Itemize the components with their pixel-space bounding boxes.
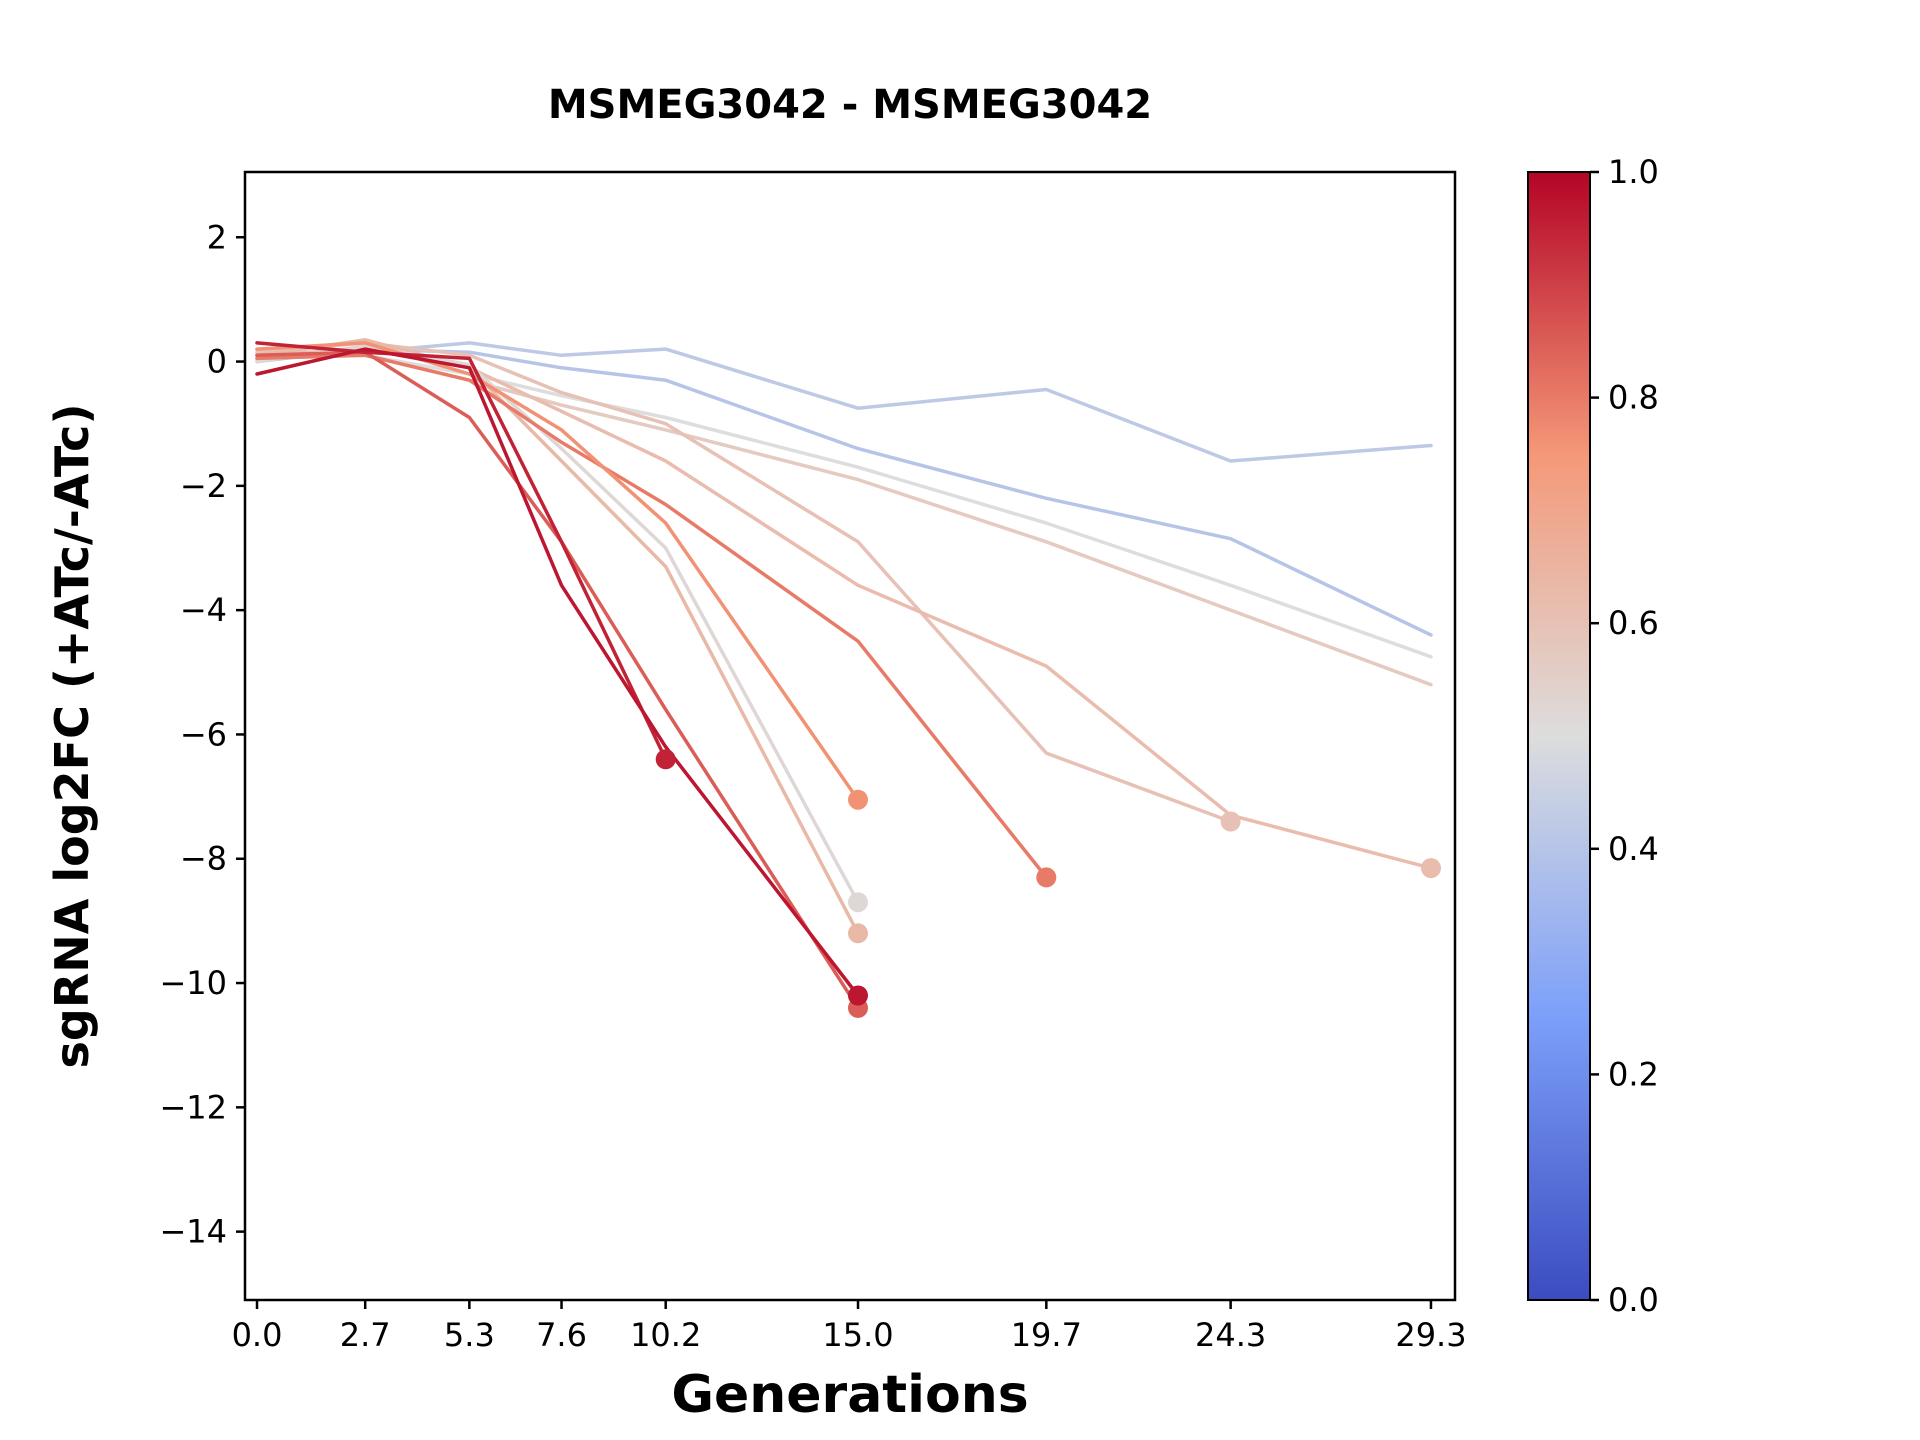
endpoint-marker-line-darkred-1 [655,749,676,770]
y-tick-label: −4 [180,591,227,629]
endpoint-marker-line-cream-1 [848,923,868,944]
y-axis-label: sgRNA log2FC (+ATc/-ATc) [45,404,99,1069]
x-tick-label: 5.3 [444,1316,495,1354]
colorbar-tick-label: 1.0 [1608,153,1659,191]
series-line-line-darkred-1 [255,341,668,762]
plot-frame [243,170,1457,1302]
chart-title: MSMEG3042 - MSMEG3042 [548,82,1152,128]
endpoint-marker-line-pink-3 [1421,858,1441,879]
x-axis-ticks: 0.0 2.7 5.3 7.6 10.2 15.0 19.7 24.3 29.3 [232,1300,1467,1354]
colorbar-ticks: 0.0 0.2 0.4 0.6 0.8 1.0 [1590,153,1659,1319]
colorbar-tick-label: 0.8 [1608,379,1659,417]
series-group [255,338,1433,1010]
x-tick-label: 19.7 [1011,1316,1082,1354]
series-line-line-pink-3 [255,347,1433,870]
endpoint-marker-line-orange-1 [1036,867,1057,888]
x-tick-label: 0.0 [232,1316,283,1354]
x-tick-label: 29.3 [1395,1316,1466,1354]
series-line-line-darkred-2 [255,347,860,998]
y-tick-label: −6 [180,715,227,753]
y-tick-label: −8 [180,840,227,878]
series-line-line-gray-1 [255,353,1433,659]
colorbar [1527,171,1591,1301]
endpoint-marker-line-gray-2 [848,892,868,913]
x-tick-label: 10.2 [630,1316,701,1354]
y-tick-label: 0 [207,343,227,381]
series-line-line-pink-2 [255,341,1233,824]
endpoint-marker-line-darkred-2 [848,985,868,1006]
y-tick-label: −12 [159,1088,227,1126]
x-tick-label: 24.3 [1195,1316,1266,1354]
endpoint-marker-line-orange-2 [848,789,868,810]
x-tick-label: 7.6 [536,1316,587,1354]
y-tick-label: −14 [159,1213,227,1251]
series-line-line-orange-2 [255,341,860,802]
colorbar-tick-label: 0.6 [1608,604,1659,642]
endpoint-markers [655,749,1441,1018]
series-line-line-orange-1 [255,353,1049,880]
endpoint-marker-line-pink-2 [1220,811,1241,832]
x-tick-label: 2.7 [340,1316,391,1354]
series-line-line-gray-2 [255,344,860,904]
y-axis-ticks: 2 0 −2 −4 −6 −8 −10 −12 −14 [159,218,245,1251]
colorbar-tick-label: 0.2 [1608,1055,1659,1093]
y-tick-label: −2 [180,467,227,505]
series-line-line-pink-1 [255,347,1433,687]
y-tick-label: 2 [207,218,227,256]
x-axis-label: Generations [671,1365,1028,1425]
x-tick-label: 15.0 [822,1316,893,1354]
series-line-line-red-1 [255,350,860,1010]
y-tick-label: −10 [159,964,227,1002]
colorbar-tick-label: 0.0 [1608,1281,1659,1319]
colorbar-tick-label: 0.4 [1608,830,1659,868]
